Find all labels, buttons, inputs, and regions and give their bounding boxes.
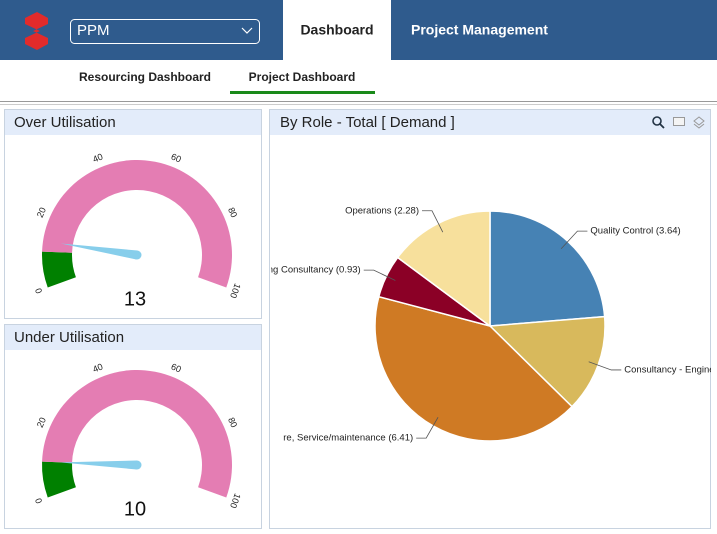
subtab-underline [230, 91, 375, 94]
gauge-tick-label: 60 [170, 361, 183, 374]
gauge-band [42, 461, 76, 498]
panel-title: By Role - Total [ Demand ] [280, 114, 455, 131]
panel-header [5, 325, 261, 350]
gauge-needle [60, 243, 138, 260]
logo [25, 12, 48, 50]
gauge-tick-label: 100 [228, 282, 243, 300]
pie-leader [560, 230, 588, 250]
gauge-hub [132, 250, 142, 260]
gauge-tick-label: 60 [170, 151, 183, 164]
panel-header [5, 110, 261, 135]
tab[interactable]: Project Management [411, 22, 548, 38]
gauge-tick-label: 40 [91, 151, 104, 164]
tab-active[interactable] [283, 0, 391, 60]
pie-label: Operations (2.28) [345, 205, 419, 216]
pie-label: re, Service/maintenance (6.41) [283, 433, 413, 444]
gauge-band [42, 251, 76, 288]
app-select-text: PPM [77, 22, 110, 39]
pie-leader [363, 269, 396, 281]
pie-label: Consultancy - Enginee [624, 364, 717, 375]
gauge-band [42, 160, 232, 288]
gauge-needle [60, 460, 138, 470]
pie-chart: Quality Control (3.64) Consultancy - Engi… [263, 205, 717, 444]
panel-header [270, 110, 710, 135]
gauge-tick-label: 80 [226, 206, 239, 219]
app-select[interactable] [70, 19, 260, 44]
gauge-tick-label: 100 [228, 492, 243, 510]
gauge-tick-label: 0 [33, 497, 44, 505]
subtab[interactable]: Project Dashboard [249, 70, 356, 84]
pie-label: ting Consultancy (0.93) [263, 265, 361, 276]
pie-leader [416, 417, 439, 439]
pie-label: Quality Control (3.64) [590, 226, 680, 237]
tab[interactable]: Dashboard [300, 22, 373, 38]
gauge-tick-label: 20 [35, 416, 48, 429]
panel-tools[interactable] [652, 116, 705, 129]
panel-title: Over Utilisation [14, 114, 116, 131]
panel-title: Under Utilisation [14, 329, 124, 346]
gauge-tick-label: 0 [33, 287, 44, 295]
subtab[interactable]: Resourcing Dashboard [79, 70, 211, 84]
gauge-value: 10 [124, 498, 146, 520]
gauge-band [42, 370, 233, 498]
pie-leader [422, 210, 444, 233]
gauge-tick-label: 80 [226, 416, 239, 429]
gauge-value: 13 [124, 288, 146, 310]
gauge-hub [132, 460, 142, 470]
gauge-tick-label: 20 [35, 206, 48, 219]
dropdown-arrow [241, 27, 253, 34]
gauge-tick-label: 40 [91, 361, 104, 374]
pie-leader [588, 361, 622, 371]
